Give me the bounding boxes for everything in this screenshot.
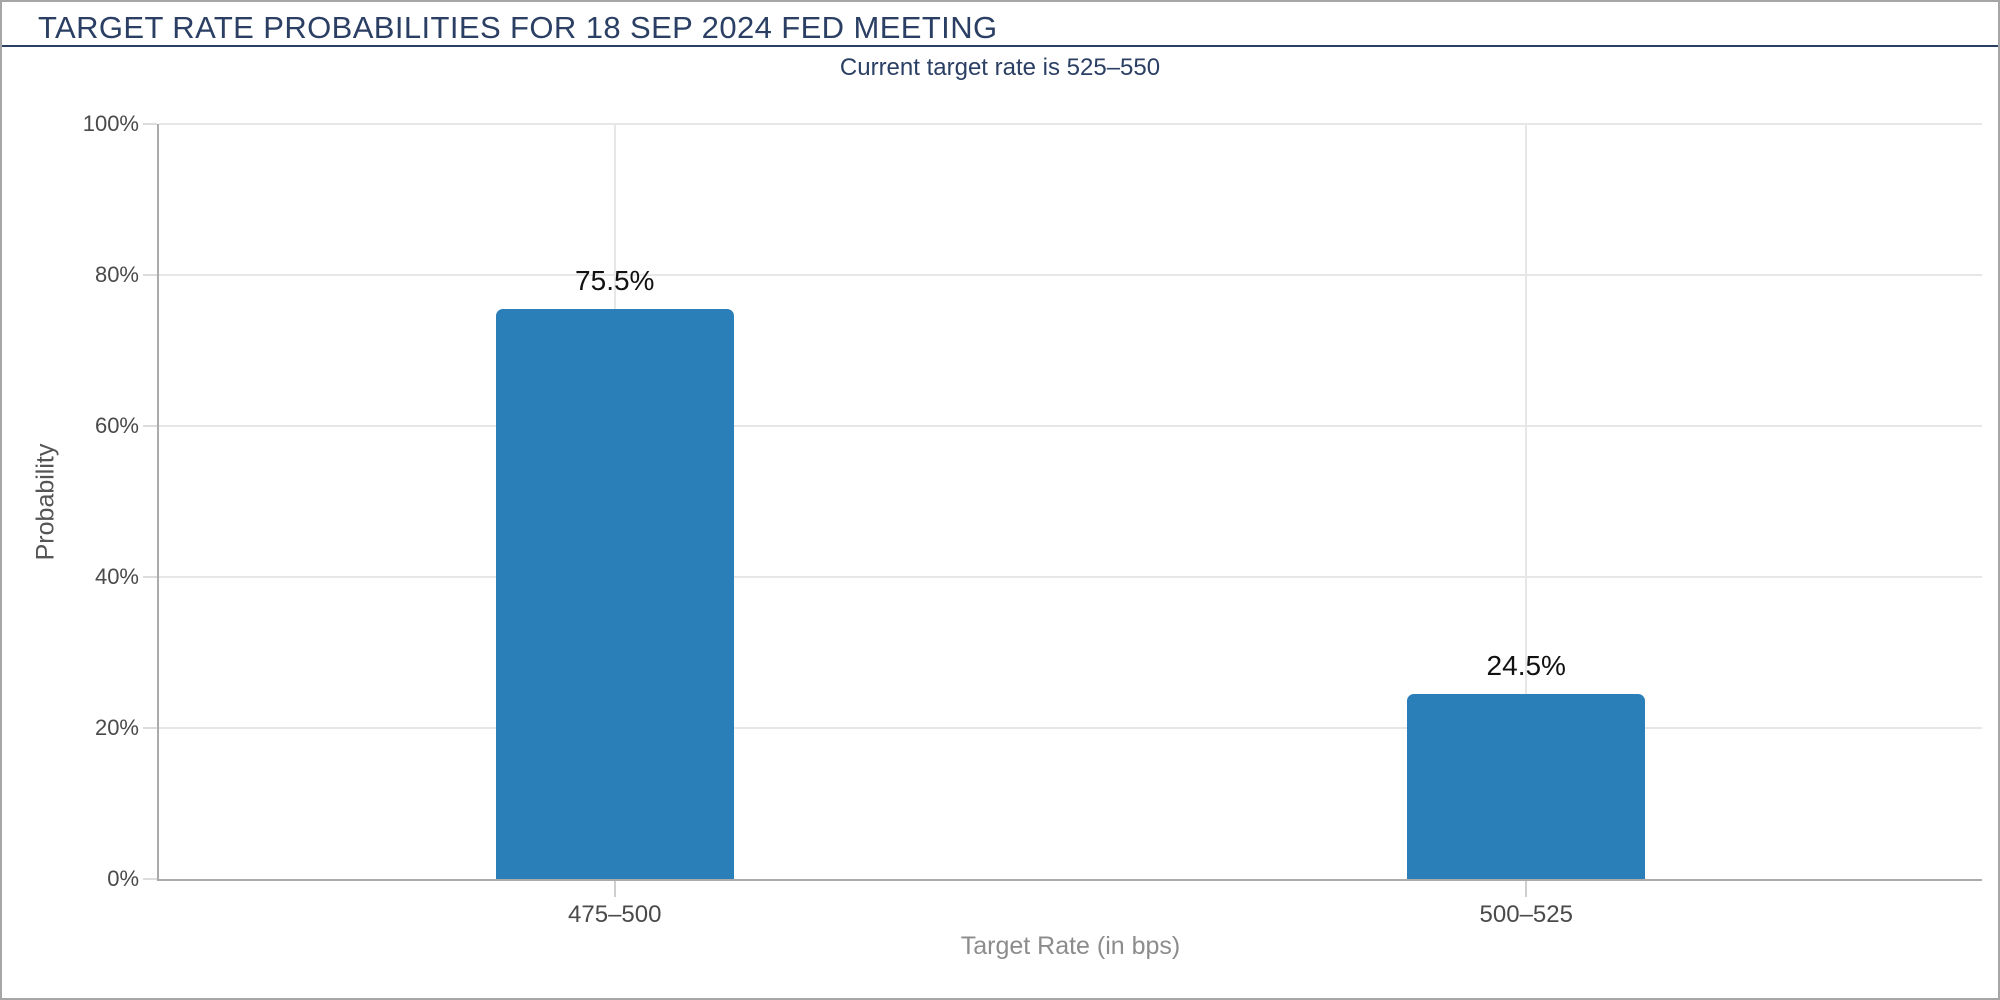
x-axis-title: Target Rate (in bps) [960,932,1181,960]
bar-value-label: 75.5% [575,264,655,296]
y-axis-tick [143,123,157,125]
x-category-label: 475–500 [568,901,662,928]
x-category-label: 500–525 [1479,901,1573,928]
y-tick-label: 100% [82,111,139,136]
y-axis-tick [143,878,157,880]
horizontal-gridline [159,274,1982,276]
chart-subtitle: Current target rate is 525–550 [839,54,1161,81]
horizontal-gridline [159,123,1982,125]
horizontal-gridline [159,425,1982,427]
y-tick-label: 0% [107,866,139,891]
y-tick-label: 60% [94,413,139,438]
probability-bar [1407,694,1646,879]
y-tick-label: 40% [94,564,139,589]
horizontal-gridline [159,576,1982,578]
page-title: TARGET RATE PROBABILITIES FOR 18 SEP 202… [38,10,998,45]
y-axis-title: Probability [31,443,60,561]
plot-area: 0% 20% 40% 60% 80% 100% 75.5% 475–500 24.5% 500–5… [83,111,1982,928]
title-divider [2,45,1998,47]
y-axis-tick [143,425,157,427]
x-axis-tick [1525,881,1528,897]
bar-value-label: 24.5% [1486,650,1566,682]
y-tick-label: 20% [94,715,139,740]
y-axis-tick [143,274,157,276]
y-tick-label: 80% [94,262,139,287]
x-axis-tick [613,881,616,897]
y-axis-tick [143,727,157,729]
vertical-gridline [1525,124,1528,879]
y-axis-tick [143,576,157,578]
probability-bar [495,308,734,879]
horizontal-gridline [159,727,1982,729]
